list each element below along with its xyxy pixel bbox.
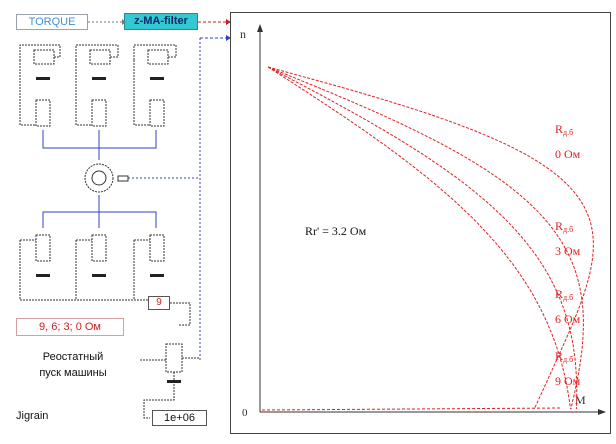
model-description-text: Реостатный пуск машины xyxy=(39,351,107,379)
series-line-1 xyxy=(267,66,584,410)
scope-plot-frame[interactable] xyxy=(230,12,611,434)
legend-value-0: 0 Ом xyxy=(555,147,581,161)
legend-value-2: 6 Ом xyxy=(555,312,581,326)
legend-label-0: Rд.б xyxy=(555,122,573,137)
baseline-trace xyxy=(261,407,561,411)
series-line-0 xyxy=(267,66,594,410)
series-line-2 xyxy=(267,66,578,410)
legend-group: Rд.б 0 Ом Rд.б 3 Ом Rд.б 6 Ом Rд.б 9 Ом xyxy=(555,122,581,388)
legend-label-3: Rд.б xyxy=(555,349,573,364)
x-axis-label: M xyxy=(575,393,586,407)
resistance-values-display[interactable]: 9, 6; 3; 0 Ом xyxy=(16,318,124,336)
legend-label-1: Rд.б xyxy=(555,219,573,234)
series-line-3 xyxy=(267,66,571,410)
legend-label-2: Rд.б xyxy=(555,287,573,302)
legend-subscript-2: д.б xyxy=(563,293,573,302)
legend-value-1: 3 Ом xyxy=(555,244,581,258)
x-axis-arrow xyxy=(598,409,606,415)
origin-label: 0 xyxy=(242,407,248,419)
mux-block[interactable]: 9 xyxy=(148,296,170,310)
torque-block[interactable]: TORQUE xyxy=(16,14,88,30)
legend-subscript-1: д.б xyxy=(563,225,573,234)
jigrain-label: Jigrain xyxy=(16,410,49,422)
y-axis-label: n xyxy=(240,27,246,41)
rr-annotation: Rr' = 3.2 Ом xyxy=(305,224,367,238)
legend-subscript-3: д.б xyxy=(563,355,573,364)
y-axis-arrow xyxy=(257,24,263,32)
series-group xyxy=(261,66,594,411)
legend-subscript-0: д.б xyxy=(563,128,573,137)
z-ma-filter-block[interactable]: z-MA-filter xyxy=(124,13,198,30)
legend-value-3: 9 Ом xyxy=(555,374,581,388)
